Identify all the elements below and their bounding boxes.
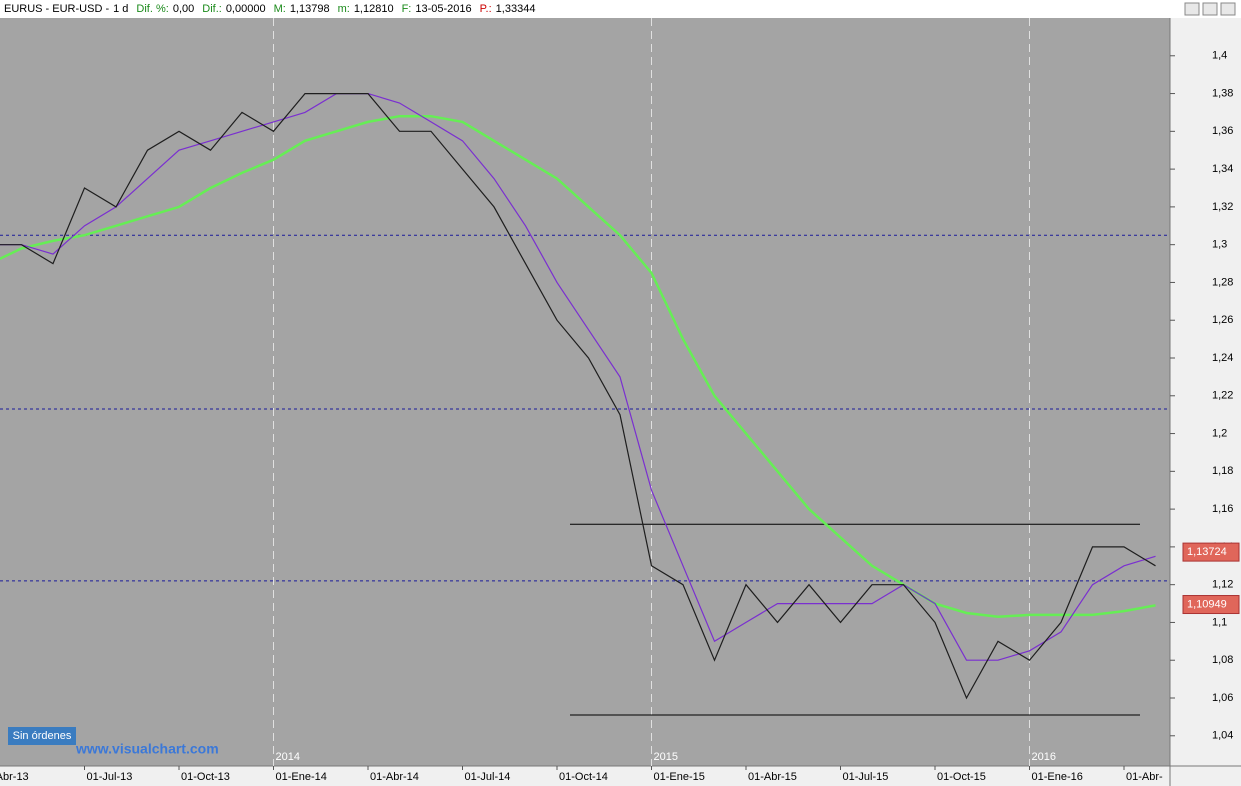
y-tick-label: 1,36: [1212, 125, 1233, 137]
header-bar: [0, 0, 1241, 18]
header-text: 1,13798: [290, 3, 330, 15]
x-tick-label: 01-Oct-15: [937, 771, 986, 783]
y-tick-label: 1,06: [1212, 692, 1233, 704]
header-text: EURUS - EUR-USD -: [4, 3, 109, 15]
window-button[interactable]: [1202, 2, 1218, 16]
y-tick-label: 1,26: [1212, 314, 1233, 326]
price-tag-label: 1,13724: [1187, 546, 1227, 558]
plot-area: [0, 18, 1170, 766]
x-tick-label: 01-Abr-: [1126, 771, 1163, 783]
header-text: 1,12810: [354, 3, 394, 15]
window-button[interactable]: [1184, 2, 1200, 16]
y-tick-label: 1,16: [1212, 503, 1233, 515]
y-tick-label: 1,2: [1212, 427, 1227, 439]
x-tick-label: -Abr-13: [0, 771, 29, 783]
y-tick-label: 1,4: [1212, 50, 1227, 62]
y-tick-label: 1,24: [1212, 352, 1233, 364]
price-tag: [1182, 542, 1240, 562]
status-box: [8, 727, 76, 745]
header-text: 1 d: [113, 3, 128, 15]
y-tick-label: 1,28: [1212, 276, 1233, 288]
header-text: M:: [274, 3, 286, 15]
header-text: 1,33344: [496, 3, 536, 15]
x-tick-label: 01-Ene-14: [276, 771, 327, 783]
year-label: 2016: [1032, 751, 1056, 763]
price-line: [0, 114, 1156, 619]
watermark: www.visualchart.com: [75, 741, 219, 757]
header-text: P.:: [480, 3, 492, 15]
header-text: m:: [338, 3, 350, 15]
y-tick-label: 1,1: [1212, 616, 1227, 628]
header-text: 0,00000: [226, 3, 266, 15]
x-tick-label: 01-Oct-13: [181, 771, 230, 783]
header-text: 0,00: [173, 3, 194, 15]
x-tick-label: 01-Jul-13: [87, 771, 133, 783]
header-text: F:: [402, 3, 412, 15]
x-tick-label: 01-Abr-14: [370, 771, 419, 783]
price-line: [0, 93, 1156, 700]
x-tick-label: 01-Jul-14: [465, 771, 511, 783]
y-tick-label: 1,34: [1212, 163, 1233, 175]
x-tick-label: 01-Abr-15: [748, 771, 797, 783]
header-text: Dif. %:: [136, 3, 168, 15]
x-tick-label: 01-Oct-14: [559, 771, 608, 783]
y-tick-label: 1,04: [1212, 730, 1233, 742]
y-tick-label: 1,22: [1212, 390, 1233, 402]
year-label: 2015: [654, 751, 678, 763]
window-button[interactable]: [1220, 2, 1236, 16]
y-tick-label: 1,12: [1212, 579, 1233, 591]
price-tag-label: 1,10949: [1187, 598, 1227, 610]
y-tick-label: 1,3: [1212, 239, 1227, 251]
y-tick-label: 1,08: [1212, 654, 1233, 666]
y-tick-label: 1,18: [1212, 465, 1233, 477]
price-line: [0, 93, 1156, 661]
y-tick-label: 1,32: [1212, 201, 1233, 213]
header-text: 13-05-2016: [415, 3, 471, 15]
header-text: Dif.:: [202, 3, 222, 15]
x-tick-label: 01-Ene-15: [654, 771, 705, 783]
x-tick-label: 01-Jul-15: [843, 771, 889, 783]
status-text: Sin órdenes: [13, 730, 72, 742]
y-tick-label: 1,38: [1212, 87, 1233, 99]
price-tag: [1182, 595, 1240, 615]
x-tick-label: 01-Ene-16: [1032, 771, 1083, 783]
year-label: 2014: [276, 751, 300, 763]
